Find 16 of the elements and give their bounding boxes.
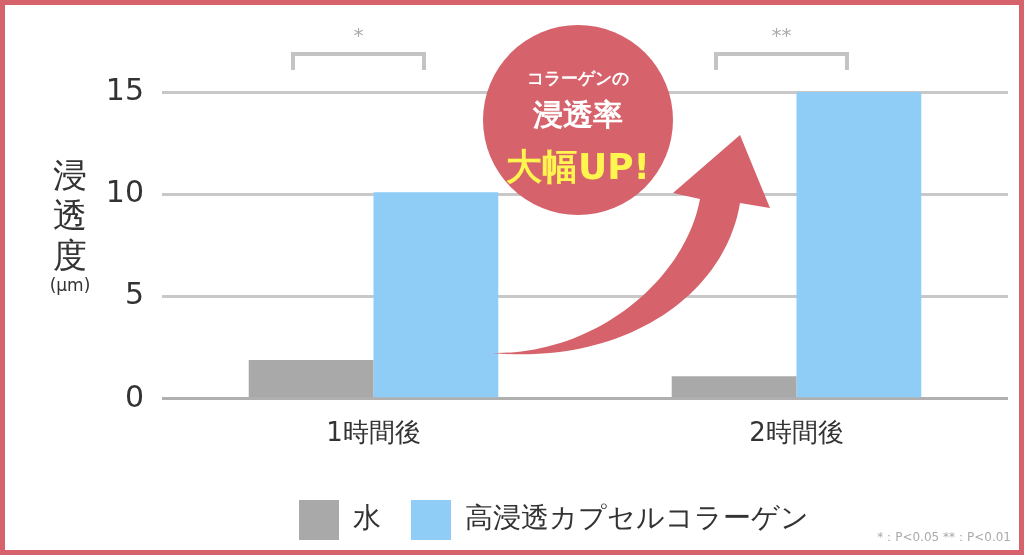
y-tick-label: 0 bbox=[124, 378, 144, 414]
text: *：P<0.05 **：P<0.01 bbox=[877, 529, 1011, 546]
circle-badge: コラーゲンの 浸透率 大幅UP! bbox=[483, 25, 673, 215]
y-axis-title: 浸透度(μm) bbox=[48, 155, 92, 295]
y-tick-label: 5 bbox=[124, 276, 144, 312]
bar bbox=[796, 92, 922, 398]
annotation: 浸透率 bbox=[532, 96, 624, 134]
legend-label: 高浸透カプセルコラーゲン bbox=[465, 501, 809, 535]
annotation: 大幅UP! bbox=[504, 145, 651, 189]
text: ** bbox=[770, 23, 793, 47]
text: * bbox=[352, 23, 365, 47]
y-tick-label: 15 bbox=[105, 71, 144, 107]
x-tick-label: 1時間後 bbox=[326, 417, 421, 448]
y-tick-label: 10 bbox=[105, 174, 144, 210]
legend-label: 水 bbox=[353, 501, 381, 535]
x-tick-label: 2時間後 bbox=[749, 417, 844, 448]
